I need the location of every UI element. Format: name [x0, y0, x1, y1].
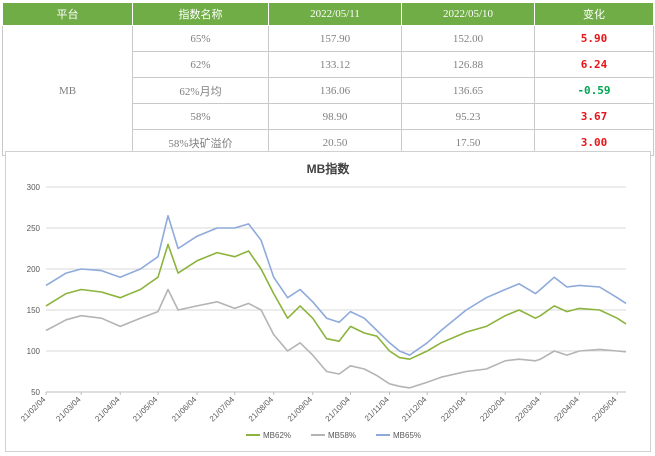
legend-label: MB65% — [393, 431, 421, 440]
y-tick-label: 50 — [31, 388, 40, 397]
table-row: 62%月均 136.06 136.65 -0.59 — [3, 77, 654, 104]
table-header-row: 平台 指数名称 2022/05/11 2022/05/10 变化 — [2, 2, 654, 26]
y-tick-label: 250 — [27, 224, 41, 233]
change-cell: 6.24 — [534, 51, 654, 78]
previous-value-cell: 126.88 — [401, 51, 535, 78]
previous-value-cell: 152.00 — [401, 25, 535, 52]
x-tick-label: 21/10/04 — [323, 395, 352, 424]
y-axis: 50 100 150 200 250 300 — [27, 183, 41, 397]
y-tick-label: 300 — [27, 183, 41, 192]
x-tick-label: 21/02/04 — [19, 395, 48, 424]
previous-value-cell: 136.65 — [401, 77, 535, 104]
y-tick-label: 100 — [27, 347, 41, 356]
x-tick-label: 21/12/04 — [400, 395, 429, 424]
x-tick-label: 21/04/04 — [93, 395, 122, 424]
x-tick-label: 22/04/04 — [552, 395, 581, 424]
x-tick-label: 22/03/04 — [513, 395, 542, 424]
x-tick-label: 21/05/04 — [131, 395, 160, 424]
x-tick-label: 21/06/04 — [170, 395, 199, 424]
chart-legend: MB62% MB58% MB65% — [246, 431, 421, 440]
chart-series — [45, 214, 627, 389]
x-tick-label: 22/05/04 — [590, 395, 619, 424]
x-tick-label: 21/03/04 — [54, 395, 83, 424]
change-cell: 3.67 — [534, 103, 654, 130]
header-date-current: 2022/05/11 — [268, 2, 402, 26]
current-value-cell: 157.90 — [268, 25, 402, 52]
y-tick-label: 150 — [27, 306, 41, 315]
x-tick-label: 21/09/04 — [286, 395, 315, 424]
header-date-previous: 2022/05/10 — [401, 2, 535, 26]
current-value-cell: 136.06 — [268, 77, 402, 104]
table-row: MB 65% 157.90 152.00 5.90 — [2, 25, 654, 156]
previous-value-cell: 95.23 — [401, 103, 535, 130]
legend-label: MB62% — [263, 431, 291, 440]
series-line-mb62 — [45, 243, 627, 360]
current-value-cell: 98.90 — [268, 103, 402, 130]
y-tick-label: 200 — [27, 265, 41, 274]
index-name-cell: 58% — [132, 103, 269, 130]
change-cell: -0.59 — [534, 77, 654, 104]
legend-label: MB58% — [328, 431, 356, 440]
x-tick-label: 21/11/04 — [363, 395, 391, 423]
table-row: 58% 98.90 95.23 3.67 — [3, 103, 654, 130]
x-axis: 21/02/04 21/03/04 21/04/04 21/05/04 21/06/04… — [19, 391, 626, 424]
chart-title: MB指数 — [307, 161, 351, 176]
price-table: 平台 指数名称 2022/05/11 2022/05/10 变化 MB 65% … — [2, 2, 654, 156]
series-line-mb65 — [45, 214, 627, 356]
chart-grid — [46, 186, 626, 393]
series-line-mb58 — [45, 288, 627, 389]
current-value-cell: 133.12 — [268, 51, 402, 78]
x-tick-label: 21/07/04 — [208, 395, 237, 424]
header-platform: 平台 — [2, 2, 133, 26]
index-name-cell: 65% — [132, 25, 269, 52]
header-index-name: 指数名称 — [132, 2, 269, 26]
change-cell: 5.90 — [534, 25, 654, 52]
header-change: 变化 — [534, 2, 654, 26]
chart-container: MB指数 50 100 150 200 250 300 21/02/04 21/03/04 2… — [5, 151, 651, 452]
index-name-cell: 62% — [132, 51, 269, 78]
x-tick-label: 21/08/04 — [247, 395, 276, 424]
platform-cell: MB — [2, 25, 133, 156]
x-tick-label: 22/02/04 — [478, 395, 507, 424]
x-tick-label: 22/01/04 — [439, 395, 468, 424]
index-name-cell: 62%月均 — [132, 77, 269, 104]
table-row: 62% 133.12 126.88 6.24 — [3, 51, 654, 78]
